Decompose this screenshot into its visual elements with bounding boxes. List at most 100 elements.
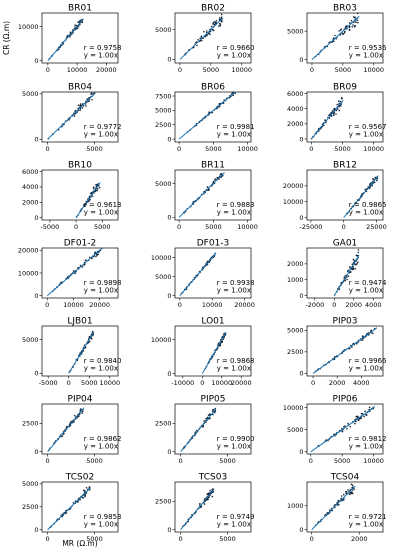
data-point [336, 103, 339, 106]
x-tick-label: 10000 [231, 66, 252, 74]
correlation-label: r = 0.9853 [84, 513, 122, 521]
fit-line [312, 327, 378, 374]
data-point [209, 33, 211, 36]
data-point [206, 30, 208, 32]
data-point [94, 251, 97, 253]
correlation-label: r = 0.9812 [349, 435, 387, 443]
fit-equation-label: y = 1.00x [349, 287, 383, 295]
correlation-label: r = 0.9660 [217, 44, 255, 52]
data-point [85, 105, 87, 107]
y-tick-label: 0 [34, 370, 38, 378]
data-point [338, 100, 340, 102]
plot-frame [41, 91, 119, 143]
data-point [348, 29, 351, 32]
correlation-label: r = 0.9862 [84, 435, 122, 443]
y-tick-label: 20000 [283, 182, 304, 190]
data-point [90, 92, 93, 94]
correlation-label: r = 0.9898 [84, 279, 122, 287]
data-point [79, 109, 81, 111]
data-point [208, 496, 210, 499]
x-tick-label: -25000 [299, 223, 322, 231]
data-point [356, 254, 358, 257]
fit-equation-label: y = 1.00x [84, 443, 118, 451]
data-point [79, 103, 82, 105]
data-point [84, 259, 87, 262]
data-point [368, 334, 370, 336]
y-tick-label: 2000 [287, 260, 304, 268]
x-tick-label: 5000 [219, 535, 236, 543]
data-point [213, 29, 215, 32]
y-tick-label: 5000 [22, 336, 39, 344]
y-tick-label: 10000 [151, 336, 172, 344]
fit-equation-label: y = 1.00x [84, 365, 118, 373]
panel-title: LJB01 [67, 317, 92, 327]
fit-line [311, 485, 356, 530]
data-point [85, 487, 88, 489]
data-point [221, 21, 223, 23]
data-point [72, 502, 75, 504]
fit-line [333, 254, 360, 296]
x-tick-label: 2000 [351, 535, 368, 543]
y-tick-label: 0 [299, 214, 303, 222]
y-tick-label: 0 [167, 214, 171, 222]
x-tick-label: 10000 [211, 379, 232, 387]
x-tick-label: 0 [177, 223, 181, 231]
data-point [345, 492, 347, 495]
x-tick-label: 0 [74, 223, 78, 231]
y-tick-label: 5000 [287, 426, 304, 434]
x-tick-label: 10000 [237, 223, 258, 231]
x-tick-label: 5000 [203, 66, 220, 74]
fit-equation-label: y = 1.00x [84, 287, 118, 295]
data-point [73, 115, 76, 117]
x-tick-label: 0 [46, 145, 50, 153]
data-point [203, 503, 206, 505]
data-point [78, 415, 80, 418]
y-tick-label: 4000 [287, 105, 304, 113]
data-point [212, 413, 214, 416]
y-tick-label: 7500 [155, 92, 172, 100]
data-point [349, 266, 351, 268]
x-tick-label: 10000 [363, 66, 384, 74]
x-tick-label: 20000 [89, 301, 110, 309]
fit-equation-label: y = 1.00x [349, 365, 383, 373]
x-tick-label: 0 [179, 535, 183, 543]
panel-title: TCS02 [65, 473, 94, 483]
data-point [220, 13, 223, 16]
data-point [376, 178, 379, 180]
x-tick-label: 2000 [329, 379, 346, 387]
data-point [331, 110, 334, 112]
data-point [352, 268, 355, 271]
data-point [93, 92, 96, 93]
y-tick-label: 0 [34, 526, 38, 534]
x-tick-label: 0 [46, 535, 50, 543]
x-tick-label: 4000 [353, 379, 370, 387]
data-point [95, 183, 97, 186]
data-point [339, 100, 342, 103]
data-point [206, 186, 209, 188]
data-point [81, 266, 84, 268]
data-point [357, 21, 359, 24]
data-point [356, 19, 359, 22]
data-point [333, 40, 335, 43]
data-point [81, 21, 84, 24]
fit-line [68, 331, 95, 374]
data-point [335, 38, 338, 40]
plot-frame [306, 91, 384, 143]
plot-frame [174, 247, 252, 299]
data-point [351, 346, 353, 348]
data-point [350, 483, 353, 486]
y-tick-label: 0 [34, 136, 38, 144]
data-point [222, 102, 225, 105]
data-point [343, 30, 346, 33]
data-point [81, 496, 84, 499]
data-point [368, 406, 371, 409]
y-tick-label: 2500 [22, 503, 39, 511]
data-point [356, 415, 359, 418]
data-point [344, 425, 346, 427]
y-tick-label: 5000 [155, 180, 172, 188]
data-point [211, 495, 214, 498]
